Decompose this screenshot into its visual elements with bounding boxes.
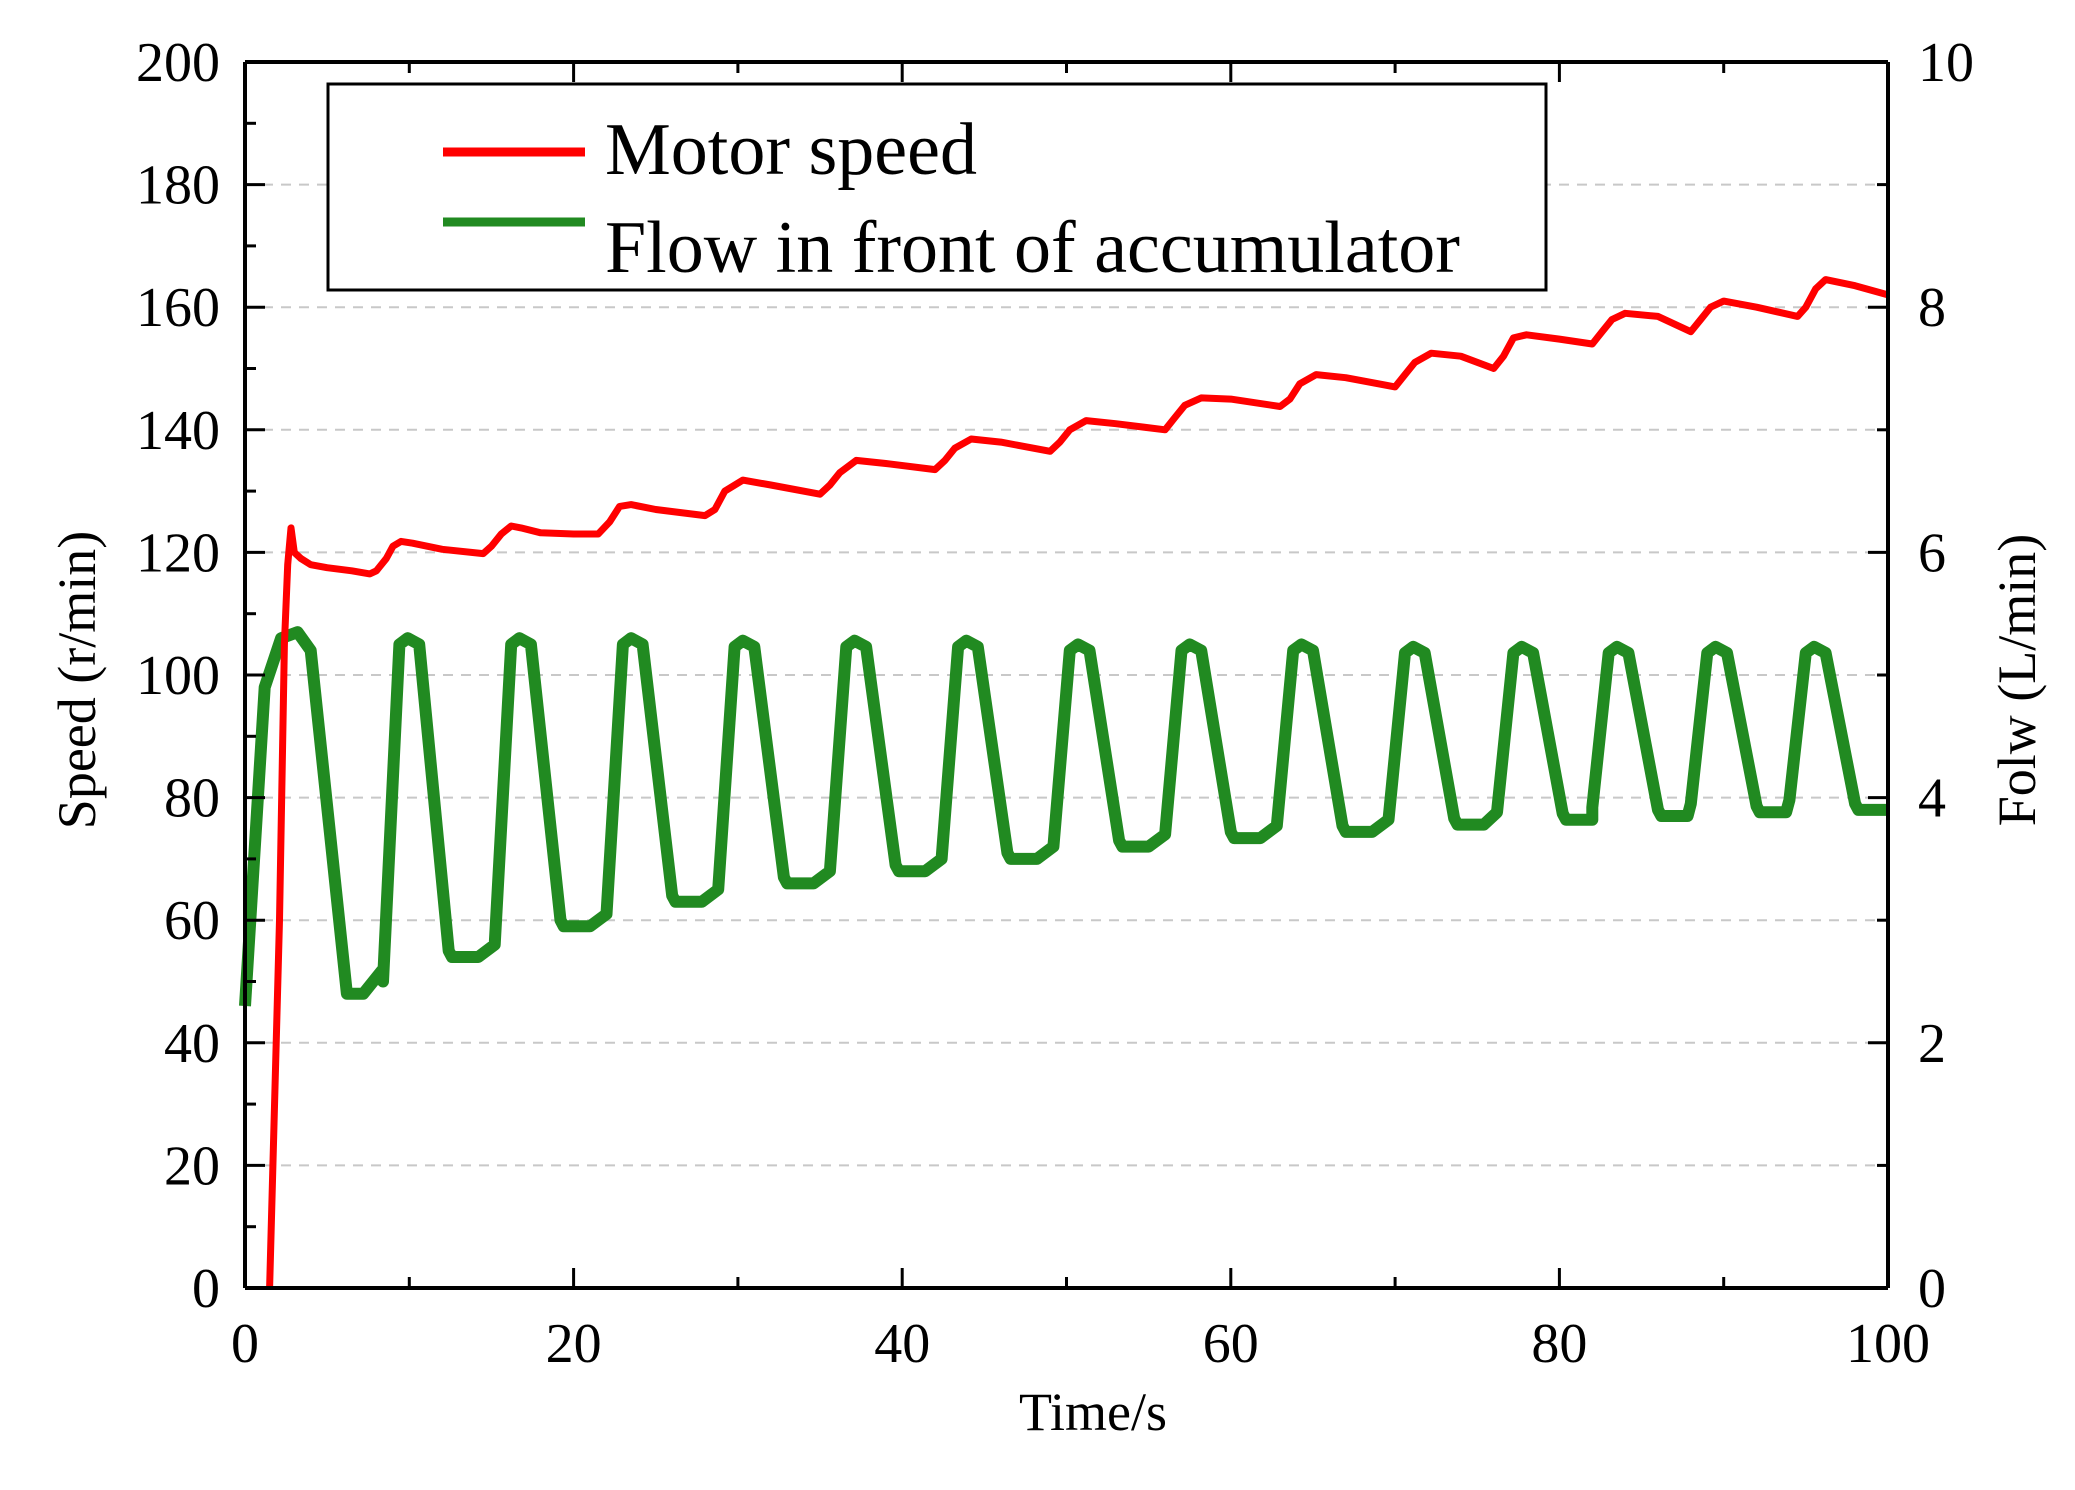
- y-tick-label-60: 60: [164, 890, 220, 952]
- y-tick-label-200: 200: [136, 32, 220, 94]
- x-tick-label-20: 20: [546, 1313, 602, 1375]
- y2-tick-label-6: 6: [1918, 522, 1946, 584]
- y-tick-label-40: 40: [164, 1013, 220, 1075]
- x-tick-label-100: 100: [1846, 1313, 1930, 1375]
- y-tick-label-100: 100: [136, 645, 220, 707]
- y2-tick-label-4: 4: [1918, 768, 1946, 830]
- y-tick-label-140: 140: [136, 400, 220, 462]
- x-tick-label-80: 80: [1531, 1313, 1587, 1375]
- y2-tick-label-10: 10: [1918, 32, 1974, 94]
- legend-box: [326, 82, 1548, 292]
- x-tick-label-60: 60: [1203, 1313, 1259, 1375]
- y-tick-label-120: 120: [136, 522, 220, 584]
- y-tick-label-80: 80: [164, 768, 220, 830]
- y-tick-label-0: 0: [192, 1258, 220, 1320]
- y2-tick-label-2: 2: [1918, 1013, 1946, 1075]
- y-axis-title: Speed (r/min): [47, 531, 107, 829]
- y-tick-label-160: 160: [136, 277, 220, 339]
- y2-axis-title: Folw (L/min): [1987, 534, 2047, 827]
- x-axis-title: Time/s: [1019, 1382, 1167, 1442]
- legend: Motor speed Flow in front of accumulator: [326, 82, 1548, 292]
- legend-label-motor-speed: Motor speed: [605, 109, 977, 191]
- ticks: 0 20 40 60 80 1000204060801001201401601802000…: [136, 32, 1974, 1375]
- series-line-motor-speed: [266, 276, 1889, 1289]
- x-tick-label-0: 0: [231, 1313, 259, 1375]
- series-line-flow: [239, 626, 1891, 1007]
- plot-area: [239, 276, 1891, 1289]
- legend-label-flow: Flow in front of accumulator: [605, 207, 1460, 289]
- x-tick-label-40: 40: [874, 1313, 930, 1375]
- y-tick-label-20: 20: [164, 1135, 220, 1197]
- y2-tick-label-8: 8: [1918, 277, 1946, 339]
- y2-tick-label-0: 0: [1918, 1258, 1946, 1320]
- y-tick-label-180: 180: [136, 155, 220, 217]
